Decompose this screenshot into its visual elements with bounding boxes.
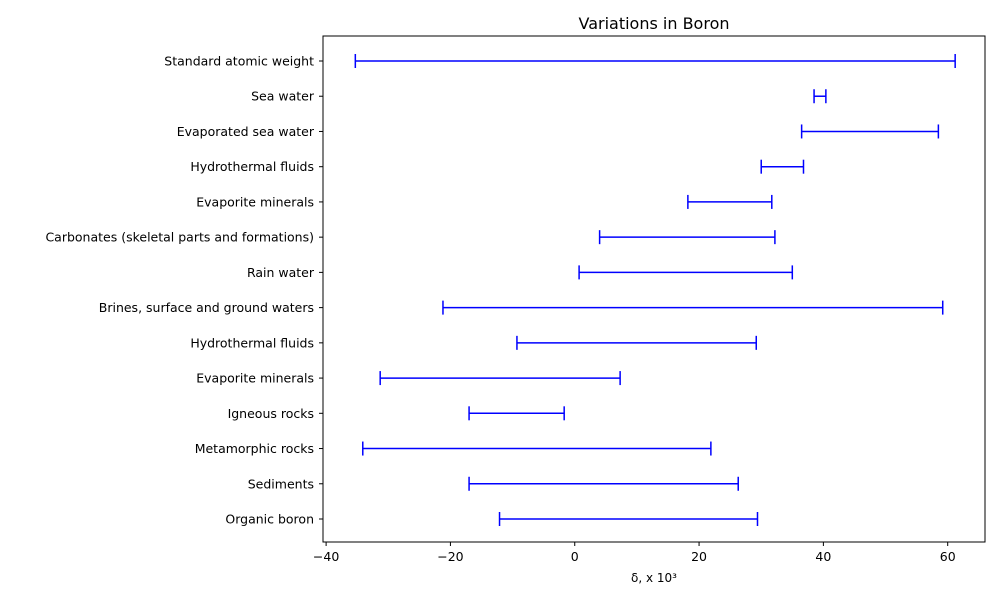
y-tick-label: Evaporite minerals bbox=[196, 194, 314, 209]
range-bar bbox=[687, 194, 773, 209]
range-bar bbox=[498, 512, 759, 526]
y-tick-label: Brines, surface and ground waters bbox=[99, 300, 314, 315]
x-axis-ticks: −40 −20 0 20 40 60 bbox=[313, 542, 956, 564]
chart-marks bbox=[354, 54, 956, 526]
y-tick-label: Standard atomic weight bbox=[164, 54, 314, 69]
range-bar bbox=[813, 89, 827, 104]
range-bar bbox=[516, 335, 758, 350]
x-tick-label: 60 bbox=[940, 549, 956, 564]
plot-frame bbox=[322, 35, 986, 543]
x-tick-label: −20 bbox=[437, 549, 463, 564]
y-tick-label: Metamorphic rocks bbox=[195, 441, 314, 456]
y-tick-label: Sediments bbox=[248, 476, 314, 491]
x-tick-label: −40 bbox=[313, 549, 339, 564]
range-bar bbox=[362, 441, 712, 456]
x-tick-label: 0 bbox=[571, 549, 579, 564]
range-bar bbox=[760, 159, 805, 174]
chart-title: Variations in Boron bbox=[579, 14, 730, 33]
y-tick-label: Sea water bbox=[251, 89, 315, 104]
y-tick-label: Hydrothermal fluids bbox=[190, 335, 314, 350]
y-tick-label: Rain water bbox=[247, 265, 315, 280]
x-axis-label: δ, x 10³ bbox=[631, 571, 677, 585]
y-tick-label: Hydrothermal fluids bbox=[190, 159, 314, 174]
x-tick-label: 20 bbox=[691, 549, 707, 564]
y-tick-label: Organic boron bbox=[225, 512, 314, 527]
y-tick-label: Evaporated sea water bbox=[177, 124, 315, 139]
y-axis-ticks: Standard atomic weight Sea water Evaporate… bbox=[45, 54, 323, 527]
y-tick-label: Carbonates (skeletal parts and formation… bbox=[45, 230, 314, 245]
range-bar bbox=[800, 124, 940, 139]
range-bar bbox=[468, 476, 739, 491]
range-bar bbox=[578, 265, 794, 280]
y-tick-label: Igneous rocks bbox=[228, 406, 314, 421]
range-bar bbox=[468, 406, 565, 421]
range-bar bbox=[379, 371, 621, 386]
x-tick-label: 40 bbox=[815, 549, 831, 564]
range-bar bbox=[354, 54, 956, 68]
range-bar bbox=[598, 230, 776, 245]
y-tick-label: Evaporite minerals bbox=[196, 371, 314, 386]
range-bar bbox=[442, 300, 944, 315]
